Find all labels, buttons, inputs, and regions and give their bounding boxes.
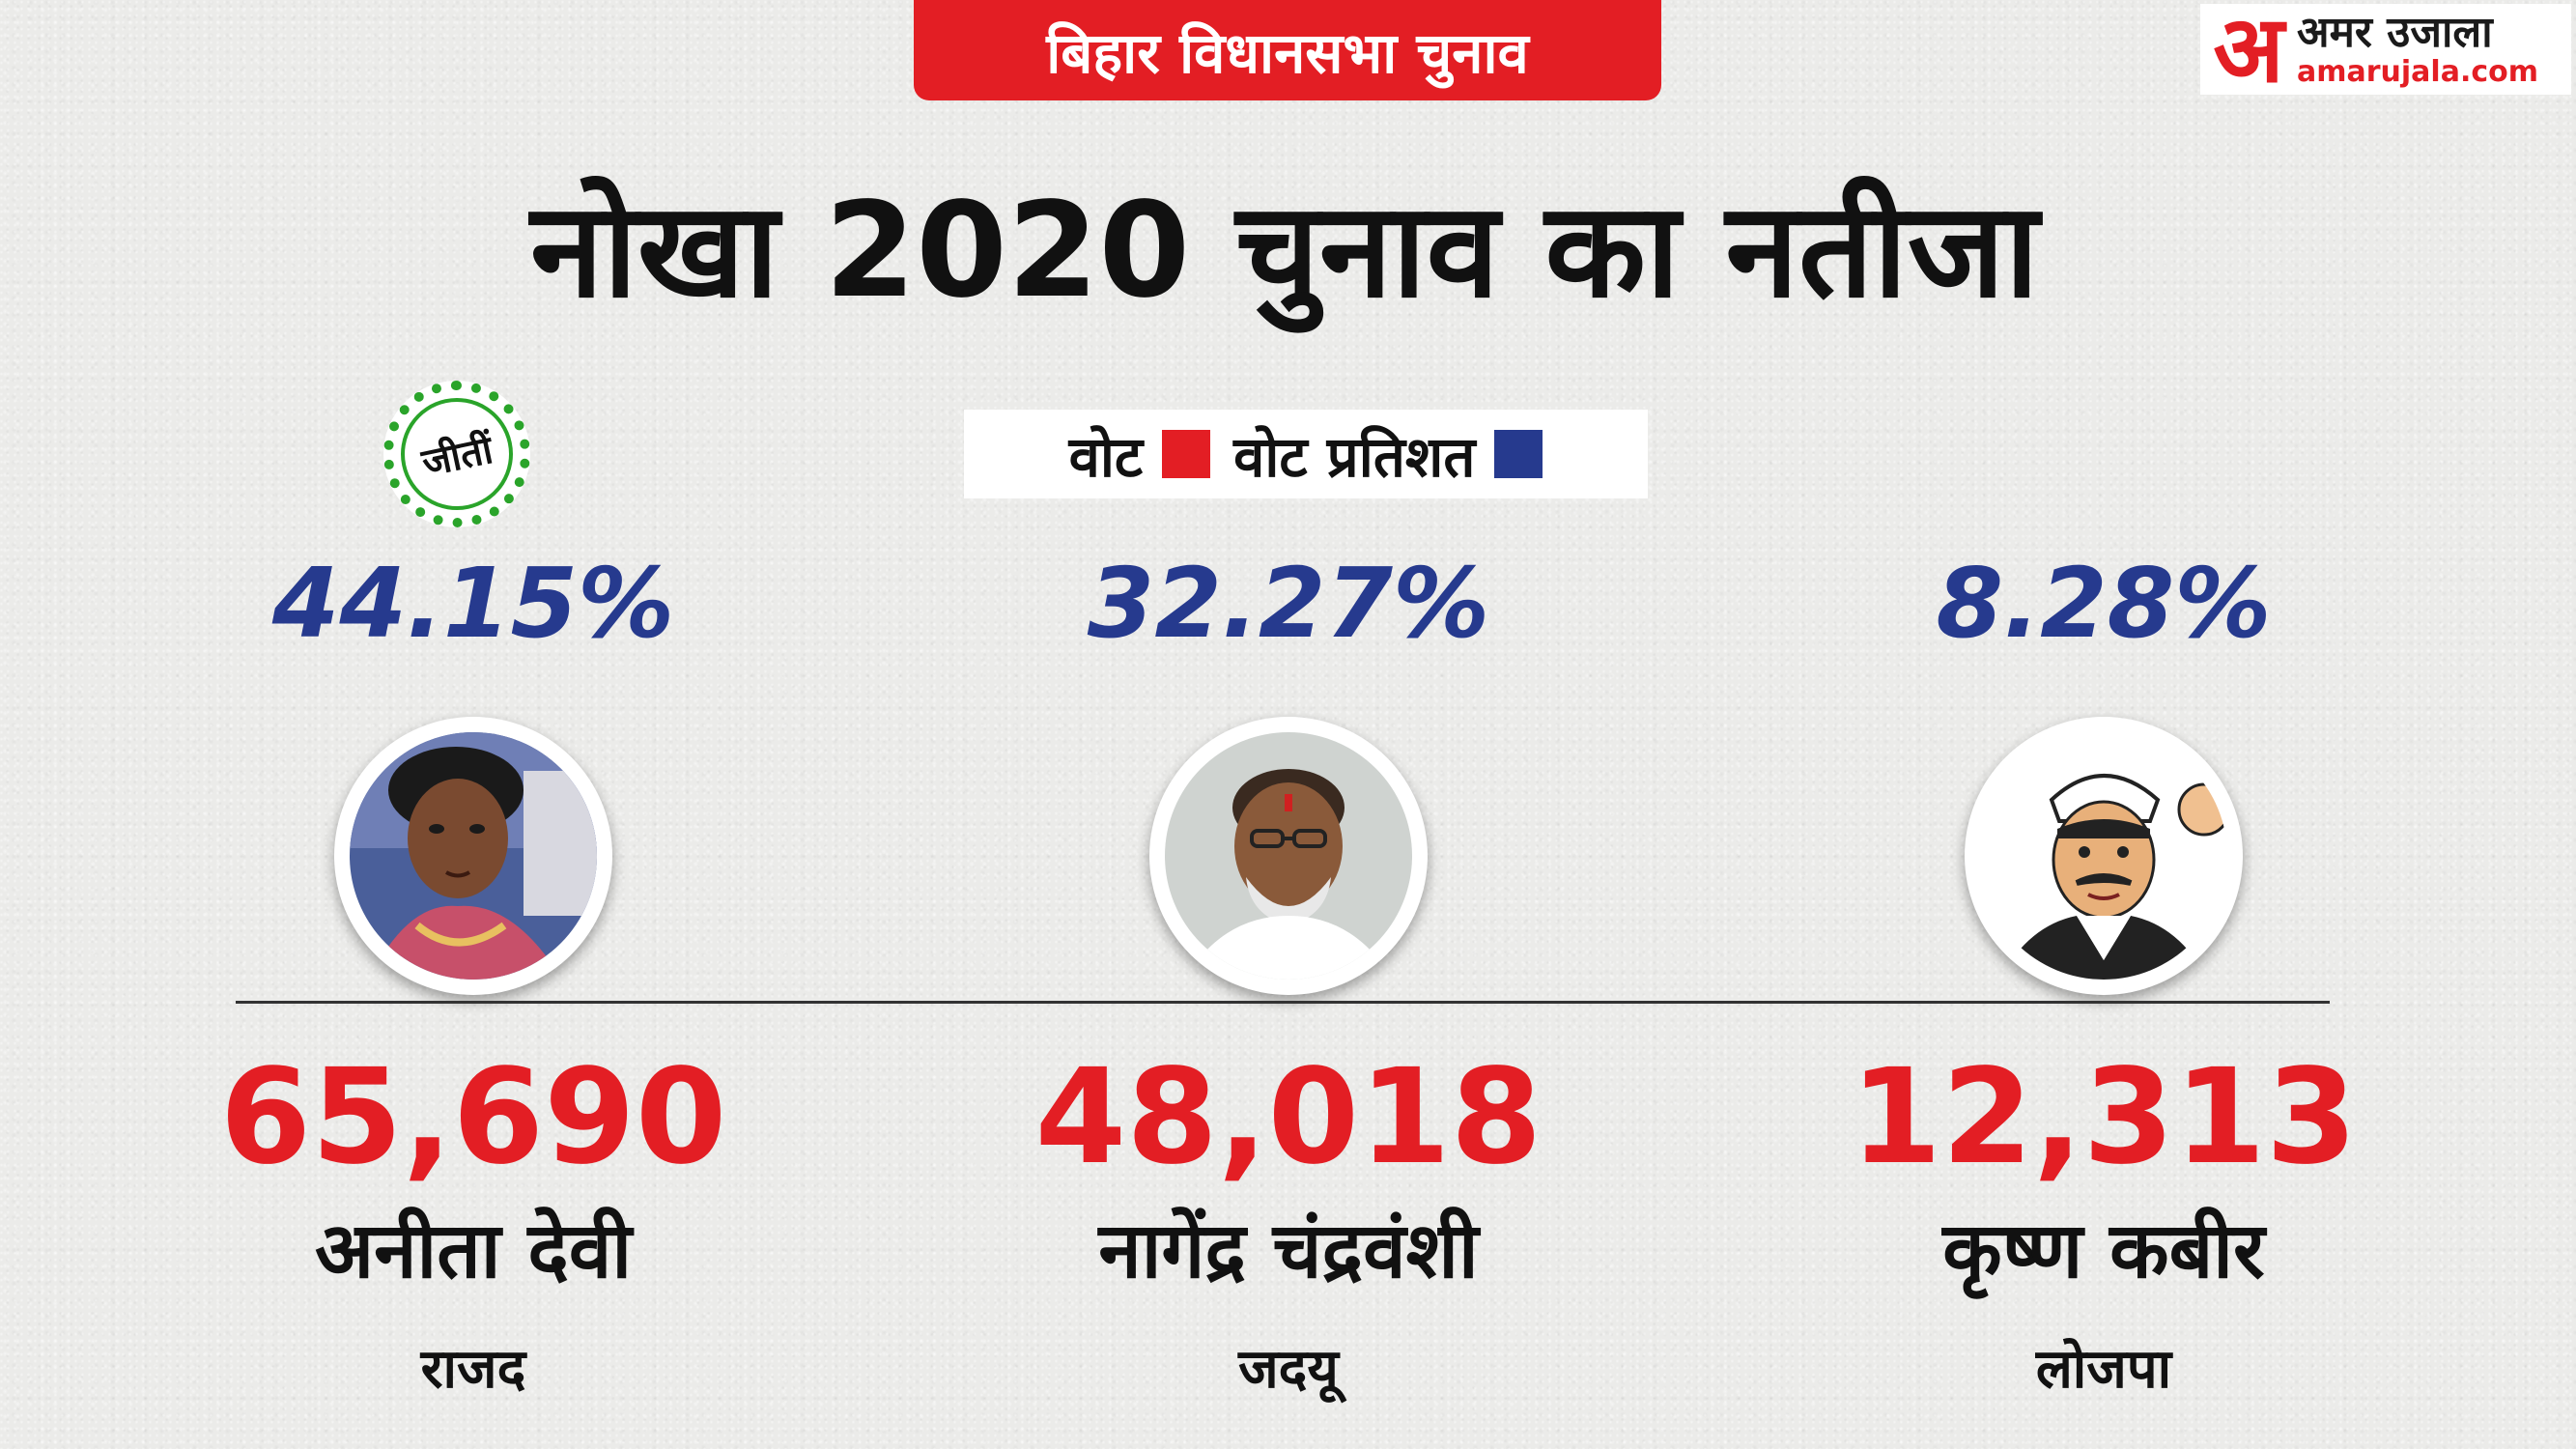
divider-line <box>236 1001 2330 1004</box>
candidate-photo-image <box>1980 732 2227 980</box>
candidate-vote-percent: 44.15% <box>271 547 675 660</box>
candidate-vote-percent: 8.28% <box>1936 547 2272 660</box>
logo-site: amarujala.com <box>2297 54 2539 89</box>
headline: नोखा 2020 चुनाव का नतीजा <box>530 175 2039 327</box>
winner-badge-text: जीतीं <box>390 387 524 521</box>
candidate-votes: 12,313 <box>1850 1041 2358 1194</box>
candidate-party: जदयू <box>1238 1338 1339 1401</box>
candidate-card-2: 32.27% 48,018 नागेंद्र चंद्रवंशी जदयू <box>883 551 1694 1449</box>
legend-item-percent: वोट प्रतिशत <box>1233 416 1543 493</box>
logo-text: अमर उजाला amarujala.com <box>2297 8 2539 89</box>
candidate-vote-percent: 32.27% <box>1087 547 1490 660</box>
candidate-photo-image <box>1165 732 1412 980</box>
cartoon-leader-icon <box>1965 717 2243 995</box>
legend-percent-label: वोट प्रतिशत <box>1233 423 1476 490</box>
legend: वोट वोट प्रतिशत <box>964 410 1648 498</box>
candidate-card-3: 8.28% 12,313 कृष्ण कबीर लोजपा <box>1698 551 2509 1449</box>
logo-mark: अ <box>2213 0 2284 103</box>
candidate-photo-image <box>350 732 597 980</box>
candidate-party: राजद <box>420 1338 526 1401</box>
candidate-votes: 65,690 <box>219 1041 727 1194</box>
amar-ujala-logo: अ अमर उजाला amarujala.com <box>2200 0 2571 103</box>
legend-percent-swatch <box>1494 430 1543 478</box>
candidate-party: लोजपा <box>2035 1338 2172 1401</box>
woman-photo <box>334 717 612 995</box>
winner-badge: जीतीं <box>383 381 530 527</box>
logo-name: अमर उजाला <box>2297 8 2493 58</box>
candidate-name: नागेंद्र चंद्रवंशी <box>1098 1206 1479 1295</box>
candidate-name: कृष्ण कबीर <box>1942 1206 2265 1295</box>
candidate-name: अनीता देवी <box>314 1206 633 1295</box>
man-photo <box>1149 717 1428 995</box>
legend-votes-swatch <box>1162 430 1211 478</box>
legend-votes-label: वोट <box>1068 423 1144 490</box>
candidate-card-1: 44.15% 65,690 अनीता देवी राजद <box>68 551 879 1449</box>
candidate-votes: 48,018 <box>1034 1041 1543 1194</box>
legend-item-votes: वोट <box>1069 416 1211 493</box>
topic-banner: बिहार विधानसभा चुनाव <box>914 0 1661 100</box>
